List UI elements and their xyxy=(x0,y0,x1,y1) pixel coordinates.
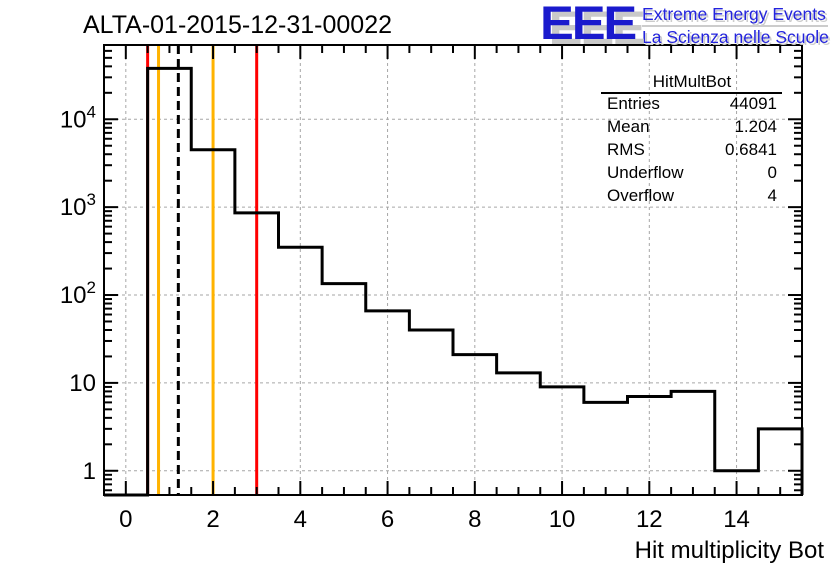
stat-label-mean: Mean xyxy=(607,117,650,136)
stat-label-rms: RMS xyxy=(607,140,645,159)
plot-title: ALTA-01-2015-12-31-00022 xyxy=(83,11,392,39)
stat-value-mean: 1.204 xyxy=(734,117,777,136)
stat-label-entries: Entries xyxy=(607,94,660,113)
histogram-layer xyxy=(104,66,804,497)
x-tick-label: 14 xyxy=(723,506,750,533)
x-tick-label: 4 xyxy=(294,506,307,533)
stats-box: HitMultBot Entries 44091 Mean 1.204 RMS … xyxy=(601,72,782,205)
grid-layer xyxy=(104,45,802,495)
eee-logo-text: Extreme Energy Events La Scienza nelle S… xyxy=(642,3,829,47)
reference-lines-layer xyxy=(146,45,259,495)
eee-logo: EEE Extreme Energy Events La Scienza nel… xyxy=(540,0,829,49)
eee-logo-acronym: EEE xyxy=(540,0,637,49)
x-tick-label: 6 xyxy=(381,506,394,533)
x-axis-title: Hit multiplicity Bot xyxy=(635,537,825,564)
x-tick-label: 8 xyxy=(468,506,481,533)
x-tick-label: 0 xyxy=(119,506,132,533)
y-tick-label: 104 xyxy=(60,102,96,133)
frame-layer xyxy=(103,44,803,496)
eee-logo-line1: Extreme Energy Events xyxy=(642,4,826,24)
x-tick-label: 12 xyxy=(636,506,663,533)
eee-logo-divider xyxy=(642,25,829,27)
stat-value-overflow: 4 xyxy=(768,186,777,205)
stats-title: HitMultBot xyxy=(653,72,732,91)
y-tick-label: 10 xyxy=(69,370,96,397)
y-tick-label: 1 xyxy=(83,458,96,485)
x-tick-label: 10 xyxy=(549,506,576,533)
y-tick-label: 103 xyxy=(60,190,96,221)
plot-frame xyxy=(103,44,803,496)
tick-labels-layer: 0 2 4 6 8 10 12 14 1 10 102 103 104 xyxy=(60,102,750,533)
x-tick-label: 2 xyxy=(206,506,219,533)
stat-value-underflow: 0 xyxy=(768,163,777,182)
stat-label-underflow: Underflow xyxy=(607,163,684,182)
stat-value-rms: 0.6841 xyxy=(725,140,777,159)
y-tick-label: 102 xyxy=(60,278,96,309)
histogram-line xyxy=(104,66,804,497)
stat-label-overflow: Overflow xyxy=(607,186,675,205)
stat-value-entries: 44091 xyxy=(730,94,777,113)
eee-logo-line2: La Scienza nelle Scuole xyxy=(642,27,829,47)
